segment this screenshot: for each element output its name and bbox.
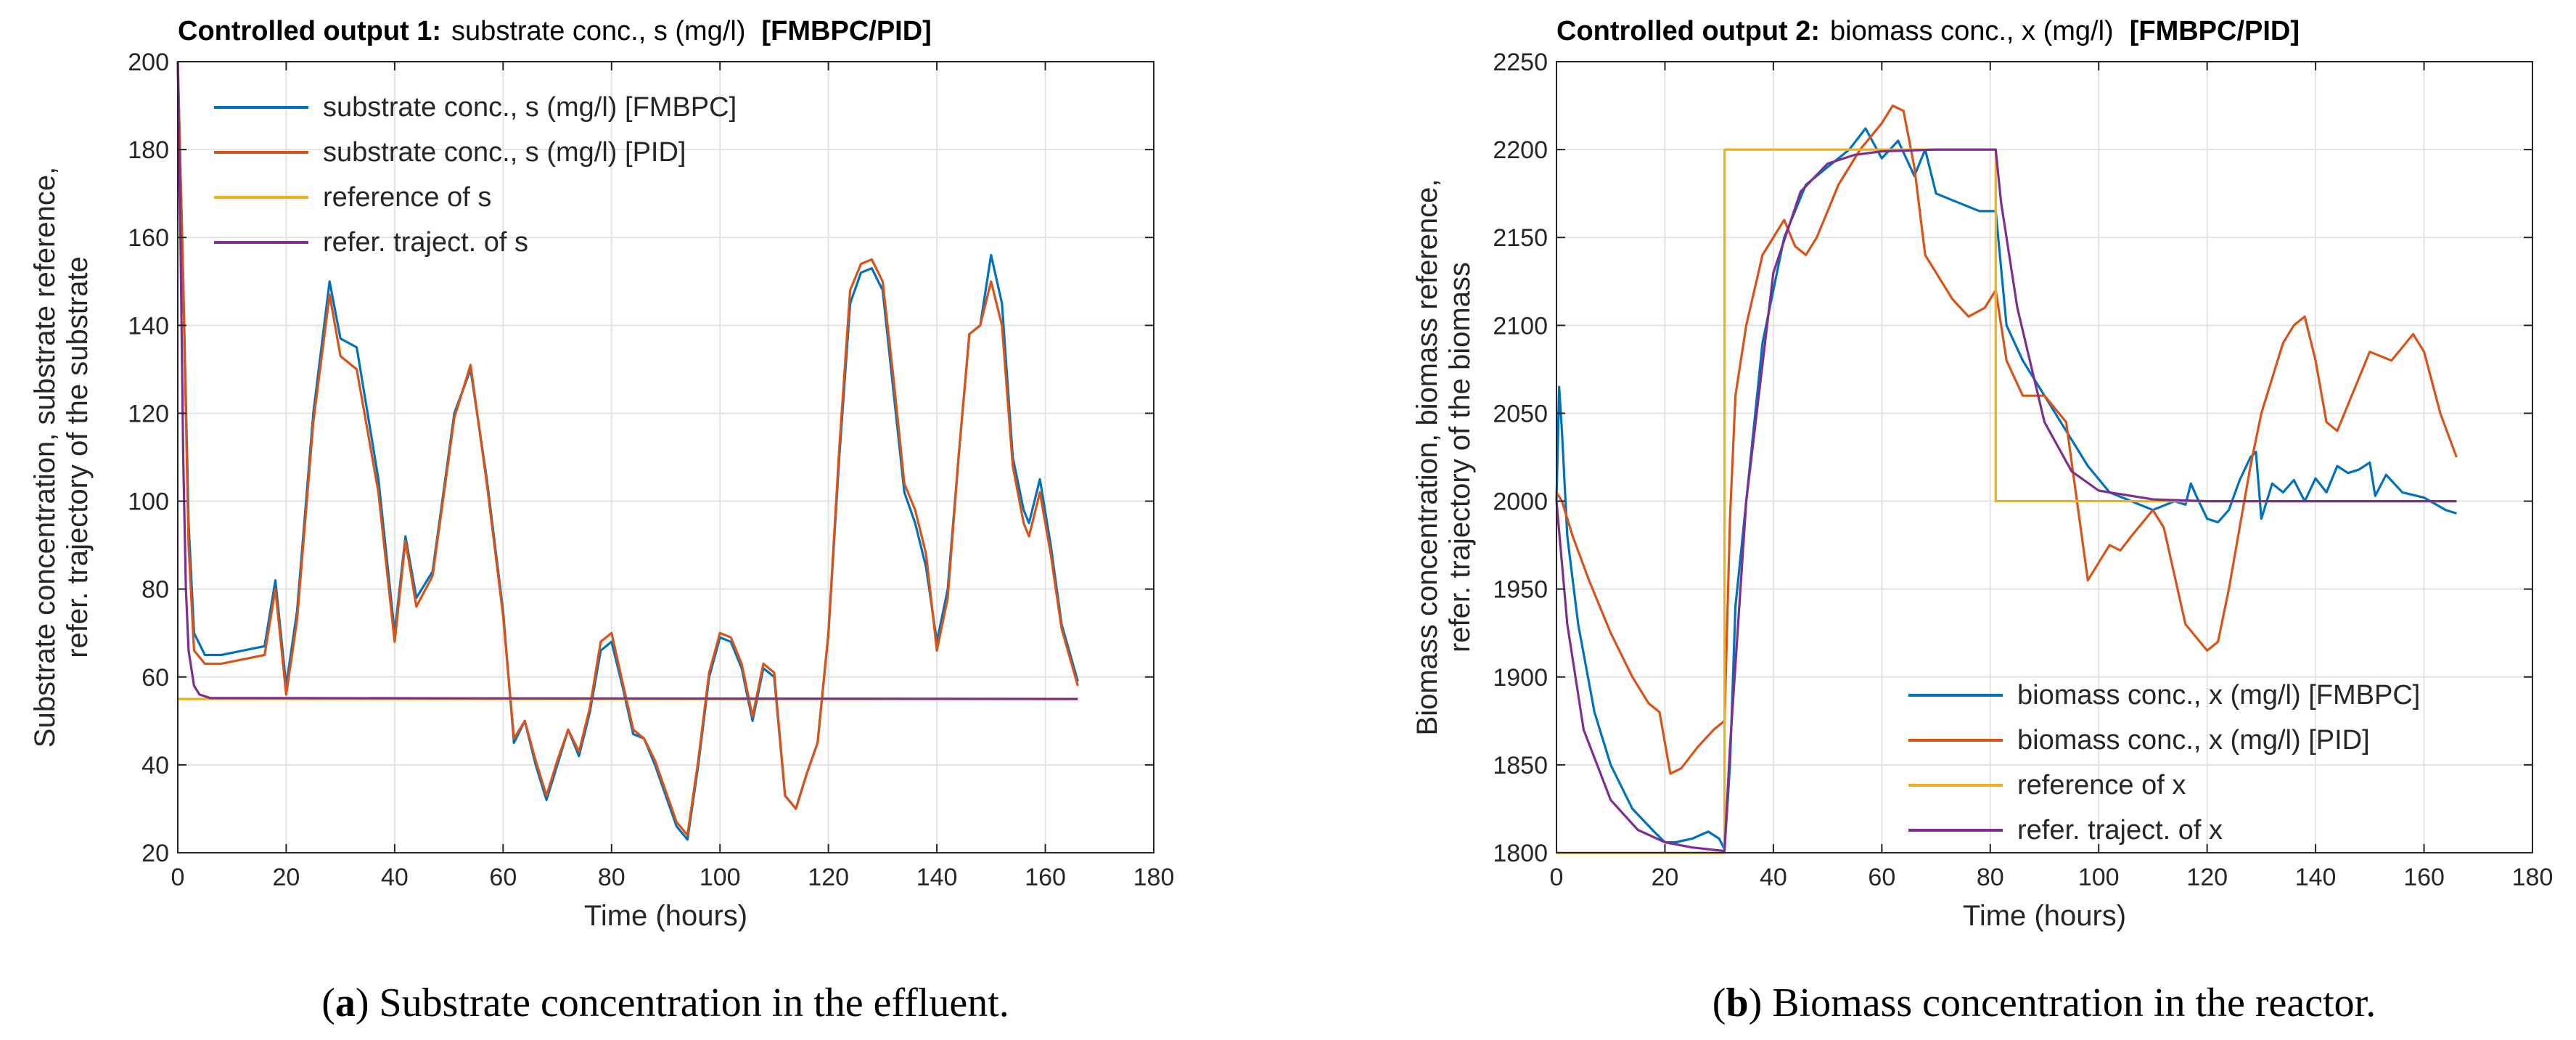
chart1-y-tick-label: 100	[128, 488, 169, 516]
chart1-x-tick-label: 0	[171, 864, 185, 891]
chart1-y-tick-label: 80	[141, 576, 169, 604]
chart2-plot-area	[1556, 62, 2532, 853]
chart1-y-axis-label-line-2: refer. trajectory of the substrate	[62, 256, 94, 658]
chart2-caption: (b) Biomass concentration in the reactor…	[1712, 980, 2376, 1025]
chart1-caption-text: Substrate concentration in the effluent.	[369, 980, 1009, 1025]
chart1-x-tick-label: 80	[598, 864, 625, 891]
chart2-y-tick-label: 2200	[1493, 136, 1548, 164]
chart2-x-tick-label: 100	[2078, 864, 2120, 891]
chart1-y-tick-label: 140	[128, 312, 169, 340]
chart1-x-tick-label: 20	[273, 864, 300, 891]
chart1-x-tick-label: 40	[381, 864, 409, 891]
chart1-y-tick-label: 120	[128, 400, 169, 427]
chart2-series-1-line	[1555, 127, 2457, 851]
chart2-caption-letter: b	[1726, 980, 1748, 1025]
chart1-caption-close: )	[356, 980, 369, 1025]
chart2-y-tick-label: 1950	[1493, 576, 1548, 604]
chart2-legend-label-3: reference of x	[2017, 770, 2186, 801]
chart2-x-tick-label: 40	[1760, 864, 1787, 891]
chart2-x-tick-label: 0	[1550, 864, 1564, 891]
chart-panel-biomass: 0 20 40 60 80 100 120 140 160 180 1800 1850 1900 1950…	[1411, 16, 2553, 1025]
chart2-x-tick-label: 140	[2295, 864, 2337, 891]
chart2-y-axis-label-line-2: refer. trajectory of the biomass	[1444, 262, 1476, 652]
chart2-y-tick-label: 2250	[1493, 49, 1548, 76]
chart2-axes-box	[1556, 61, 2533, 853]
chart1-caption-letter: a	[335, 980, 356, 1025]
chart1-legend-label-2: substrate conc., s (mg/l) [PID]	[323, 137, 686, 168]
chart1-caption-open: (	[321, 980, 335, 1025]
chart1-x-axis-label: Time (hours)	[584, 900, 747, 932]
chart2-x-tick-label: 120	[2186, 864, 2228, 891]
chart2-y-tick-label: 1800	[1493, 840, 1548, 867]
chart2-series-4-line	[1555, 148, 2457, 853]
chart2-title: Controlled output 2: biomass conc., x (mg…	[1556, 16, 2300, 46]
chart1-title-tag: [FMBPC/PID]	[762, 16, 932, 46]
chart2-y-tick-label: 2150	[1493, 224, 1548, 252]
chart2-title-main: biomass conc., x (mg/l)	[1830, 16, 2114, 46]
chart1-y-tick-label: 200	[128, 49, 169, 76]
chart1-legend-label-1: substrate conc., s (mg/l) [FMBPC]	[323, 92, 737, 123]
chart1-y-tick-label: 160	[128, 224, 169, 252]
chart2-legend-label-4: refer. traject. of x	[2017, 815, 2223, 845]
chart1-x-tick-label: 140	[916, 864, 958, 891]
chart2-y-tick-label: 1900	[1493, 664, 1548, 692]
chart1-x-tick-label: 180	[1133, 864, 1175, 891]
chart1-axes-box	[177, 61, 1154, 853]
chart-panel-substrate: 0 20 40 60 80 100 120 140 160 1802040608010012014…	[29, 16, 1174, 1025]
chart2-x-tick-label: 20	[1652, 864, 1679, 891]
chart1-y-axis-label-line-1: Substrate concentration, substrate refer…	[29, 167, 61, 748]
chart1-y-tick-label: 60	[141, 664, 169, 692]
chart2-legend-label-2: biomass conc., x (mg/l) [PID]	[2017, 725, 2370, 756]
chart1-y-tick-label: 180	[128, 136, 169, 164]
chart2-y-tick-label: 2000	[1493, 488, 1548, 516]
chart2-y-tick-label: 2050	[1493, 400, 1548, 427]
chart1-legend-label-3: reference of s	[323, 182, 491, 213]
chart2-x-axis-label: Time (hours)	[1963, 900, 2126, 932]
chart2-caption-open: (	[1712, 980, 1726, 1025]
chart2-x-tick-label: 160	[2403, 864, 2445, 891]
chart1-x-tick-label: 60	[489, 864, 517, 891]
chart1-x-tick-label: 100	[700, 864, 741, 891]
chart1-title-bold: Controlled output 1:	[178, 16, 441, 46]
chart1-x-tick-label: 160	[1025, 864, 1066, 891]
chart1-title: Controlled output 1: substrate conc., s (…	[178, 16, 932, 46]
chart1-caption: (a) Substrate concentration in the efflu…	[321, 980, 1009, 1025]
chart2-y-tick-label: 2100	[1493, 312, 1548, 340]
chart2-x-tick-label: 60	[1868, 864, 1895, 891]
chart2-x-tick-label: 80	[1977, 864, 2004, 891]
chart2-title-bold: Controlled output 2:	[1556, 16, 1820, 46]
chart2-caption-close: )	[1749, 980, 1763, 1025]
chart1-plot-area	[178, 62, 1154, 853]
chart1-y-tick-label: 40	[141, 752, 169, 779]
chart2-y-axis-label-line-1: Biomass concentration, biomass reference…	[1411, 179, 1443, 735]
chart1-series-1-line	[176, 61, 1079, 841]
chart1-x-tick-label: 120	[808, 864, 849, 891]
chart2-caption-text: Biomass concentration in the reactor.	[1762, 980, 2376, 1025]
chart2-legend-label-1: biomass conc., x (mg/l) [FMBPC]	[2017, 680, 2420, 711]
chart1-series-4-line	[176, 61, 1078, 700]
chart2-title-tag: [FMBPC/PID]	[2130, 16, 2300, 46]
chart1-series-2-line	[176, 61, 1079, 837]
chart1-y-tick-label: 20	[141, 840, 169, 867]
chart2-y-tick-label: 1850	[1493, 752, 1548, 779]
chart1-title-main: substrate conc., s (mg/l)	[451, 16, 745, 46]
chart1-legend-label-4: refer. traject. of s	[323, 227, 528, 258]
chart2-x-tick-label: 180	[2512, 864, 2554, 891]
